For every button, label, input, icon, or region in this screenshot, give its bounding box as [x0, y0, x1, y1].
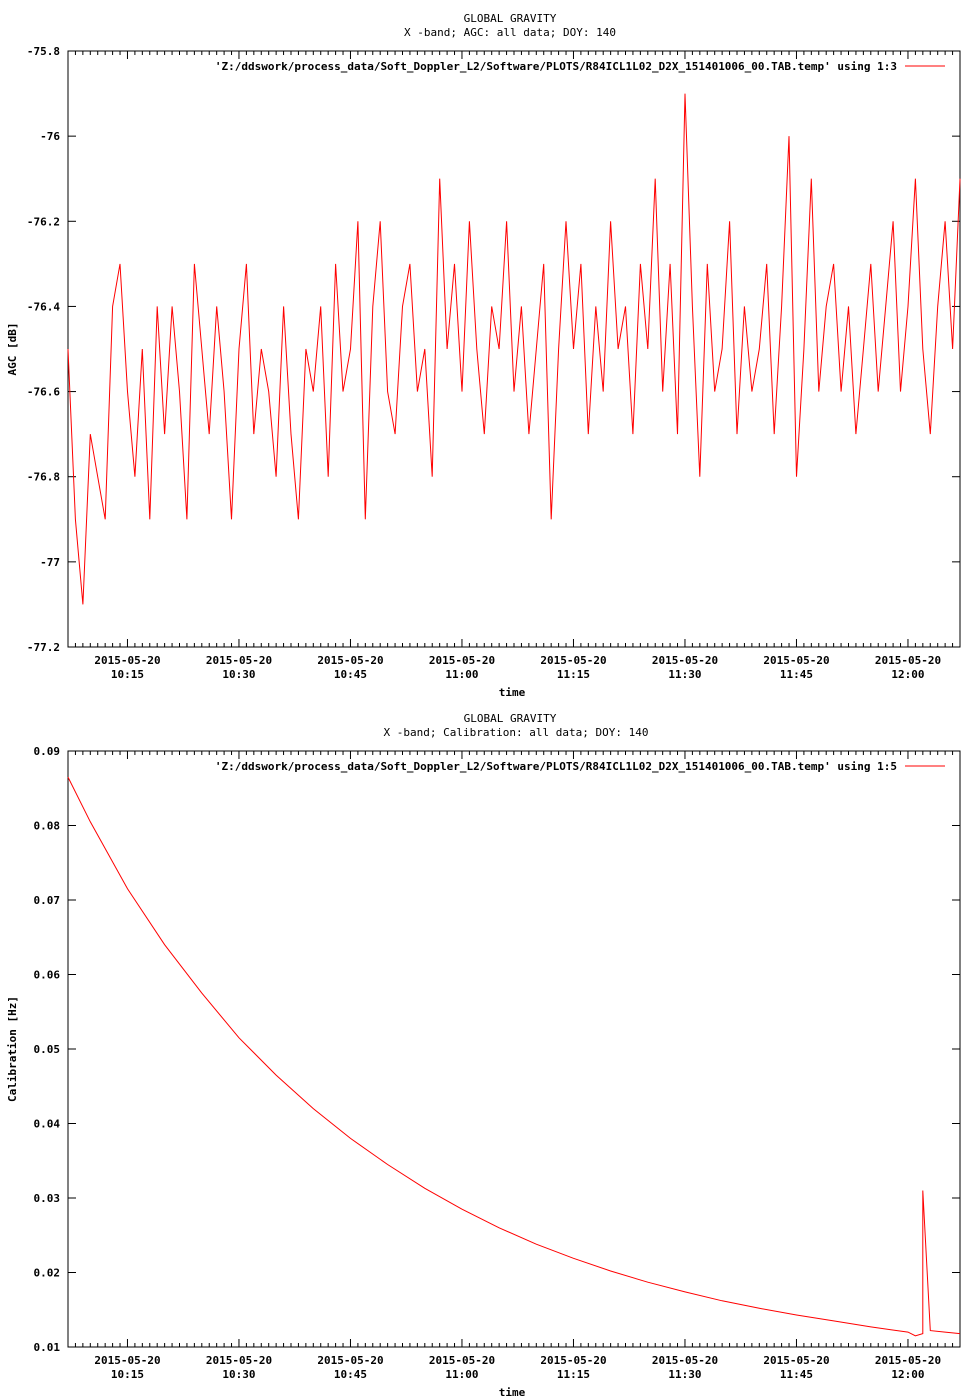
chart-agc-series-line: [67, 93, 961, 605]
chart-calibration-y-tick-label: 0.02: [34, 1267, 61, 1280]
chart-agc-title: GLOBAL GRAVITY: [464, 12, 557, 25]
chart-calibration-x-tick-time: 11:30: [668, 1368, 701, 1381]
chart-agc-y-tick-label: -76.4: [27, 300, 60, 313]
chart-agc-x-tick-time: 11:15: [557, 668, 590, 681]
chart-agc-x-tick-time: 10:15: [111, 668, 144, 681]
chart-calibration-subtitle: X -band; Calibration: all data; DOY: 140: [384, 726, 649, 739]
chart-calibration-title: GLOBAL GRAVITY: [464, 712, 557, 725]
chart-calibration-y-tick-label: 0.07: [34, 894, 61, 907]
chart-calibration-x-tick-date: 2015-05-20: [652, 1354, 718, 1367]
chart-calibration-y-tick-label: 0.05: [34, 1043, 61, 1056]
chart-agc-y-tick-label: -76: [40, 130, 60, 143]
chart-calibration-y-tick-label: 0.01: [34, 1341, 61, 1354]
chart-calibration-x-tick-date: 2015-05-20: [94, 1354, 160, 1367]
chart-agc-x-tick-time: 11:30: [668, 668, 701, 681]
chart-calibration-x-tick-date: 2015-05-20: [317, 1354, 383, 1367]
chart-calibration-x-tick-time: 10:45: [334, 1368, 367, 1381]
chart-agc-x-tick-date: 2015-05-20: [540, 654, 606, 667]
chart-calibration-x-tick-date: 2015-05-20: [763, 1354, 829, 1367]
chart-calibration-x-axis-label: time: [499, 1386, 526, 1399]
chart-agc-x-tick-time: 12:00: [891, 668, 924, 681]
chart-agc-subtitle: X -band; AGC: all data; DOY: 140: [404, 26, 616, 39]
chart-calibration-y-tick-label: 0.06: [34, 969, 61, 982]
chart-calibration-x-tick-time: 11:00: [445, 1368, 478, 1381]
chart-agc-y-ticks: -75.8 -76 -76.2 -76.4 -76.6 -76.8 -77 -77.2: [27, 45, 960, 654]
chart-agc-x-tick-date: 2015-05-20: [652, 654, 718, 667]
chart-agc-y-tick-label: -76.6: [27, 386, 60, 399]
chart-agc-y-axis-label: AGC [dB]: [6, 323, 19, 376]
chart-agc-x-tick-time: 10:30: [222, 668, 255, 681]
chart-calibration-x-tick-time: 11:15: [557, 1368, 590, 1381]
chart-agc: GLOBAL GRAVITY X -band; AGC: all data; D…: [6, 12, 961, 699]
chart-calibration-x-tick-time: 10:15: [111, 1368, 144, 1381]
chart-calibration-y-tick-label: 0.04: [34, 1118, 61, 1131]
chart-agc-x-axis-label: time: [499, 686, 526, 699]
chart-calibration-y-tick-label: 0.09: [34, 745, 61, 758]
chart-calibration-series-line: [67, 776, 961, 1337]
chart-agc-x-ticks: 2015-05-2010:152015-05-2010:302015-05-20…: [74, 51, 954, 681]
chart-calibration-y-axis-label: Calibration [Hz]: [6, 996, 19, 1102]
chart-agc-x-tick-date: 2015-05-20: [429, 654, 495, 667]
chart-calibration-y-ticks: 0.01 0.02 0.03 0.04 0.05 0.06 0.07 0.08 0.09: [34, 745, 960, 1354]
chart-agc-x-tick-time: 11:00: [445, 668, 478, 681]
chart-agc-x-tick-date: 2015-05-20: [763, 654, 829, 667]
chart-calibration-legend-label: 'Z:/ddswork/process_data/Soft_Doppler_L2…: [215, 760, 897, 773]
chart-calibration-x-tick-date: 2015-05-20: [875, 1354, 941, 1367]
chart-agc-y-tick-label: -75.8: [27, 45, 60, 58]
chart-calibration-x-tick-date: 2015-05-20: [540, 1354, 606, 1367]
chart-calibration: GLOBAL GRAVITY X -band; Calibration: all…: [6, 712, 961, 1399]
chart-agc-x-tick-date: 2015-05-20: [206, 654, 272, 667]
chart-calibration-y-tick-label: 0.08: [34, 820, 61, 833]
chart-calibration-x-tick-date: 2015-05-20: [429, 1354, 495, 1367]
chart-calibration-x-tick-date: 2015-05-20: [206, 1354, 272, 1367]
chart-calibration-x-tick-time: 12:00: [891, 1368, 924, 1381]
chart-calibration-x-tick-time: 11:45: [780, 1368, 813, 1381]
chart-agc-x-tick-time: 11:45: [780, 668, 813, 681]
chart-agc-legend-label: 'Z:/ddswork/process_data/Soft_Doppler_L2…: [215, 60, 897, 73]
chart-agc-y-tick-label: -76.2: [27, 215, 60, 228]
chart-agc-x-tick-date: 2015-05-20: [94, 654, 160, 667]
chart-calibration-y-tick-label: 0.03: [34, 1192, 61, 1205]
chart-calibration-x-tick-time: 10:30: [222, 1368, 255, 1381]
chart-calibration-x-ticks: 2015-05-2010:152015-05-2010:302015-05-20…: [74, 751, 954, 1381]
chart-agc-x-tick-date: 2015-05-20: [875, 654, 941, 667]
chart-agc-y-tick-label: -77.2: [27, 641, 60, 654]
chart-agc-y-tick-label: -76.8: [27, 471, 60, 484]
chart-agc-x-tick-time: 10:45: [334, 668, 367, 681]
chart-agc-x-tick-date: 2015-05-20: [317, 654, 383, 667]
chart-agc-y-tick-label: -77: [40, 556, 60, 569]
chart-calibration-plot-frame: [67, 750, 961, 1348]
